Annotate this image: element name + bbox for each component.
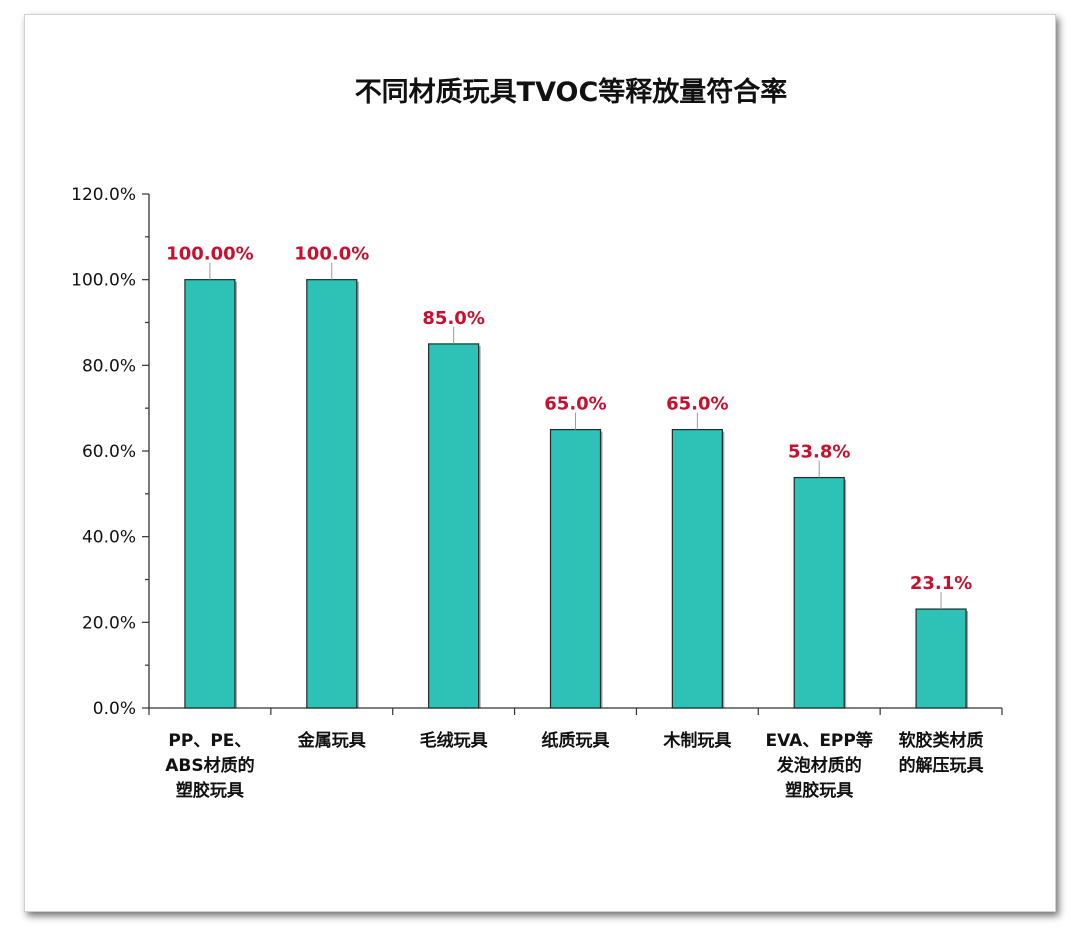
x-category-label: PP、PE、 ABS材质的塑胶玩具 — [165, 731, 254, 801]
x-category-label: EVA、EPP等发泡材质的塑胶玩具 — [766, 730, 873, 801]
data-label: 100.0% — [294, 244, 369, 265]
y-tick-label: 40.0% — [82, 528, 136, 548]
x-category-label-line: PP、PE、 — [168, 731, 251, 751]
x-category-label-line: 纸质玩具 — [542, 730, 610, 751]
y-tick-label: 100.0% — [71, 271, 136, 291]
x-category-label-line: 发泡材质的 — [776, 755, 862, 776]
bar — [915, 608, 967, 709]
bars — [184, 279, 969, 709]
x-category-label-line: 塑胶玩具 — [785, 780, 853, 801]
data-label: 100.00% — [166, 244, 254, 265]
bar — [671, 428, 723, 709]
x-category-label-line: 木制玩具 — [662, 730, 731, 751]
chart-title: 不同材质玩具TVOC等释放量符合率 — [355, 76, 788, 108]
chart-frame: 不同材质玩具TVOC等释放量符合率 0.0% 20.0% 40.0% 60.0% 80.… — [24, 14, 1056, 912]
data-label: 65.0% — [666, 394, 728, 415]
data-labels: 100.00% 100.0% 85.0% 65.0% 65.0% 53.8% 23.1% — [166, 244, 972, 610]
x-category-label: 软胶类材质的解压玩具 — [899, 730, 984, 776]
y-tick-label: 60.0% — [82, 442, 136, 462]
y-tick-label: 20.0% — [82, 613, 136, 633]
x-category-label-line: 的解压玩具 — [899, 755, 984, 776]
data-label: 65.0% — [544, 394, 606, 415]
bar — [428, 343, 480, 709]
y-tick-label: 80.0% — [82, 356, 136, 376]
x-category-label-line: EVA、EPP等 — [766, 730, 873, 751]
x-category-label-line: 软胶类材质 — [899, 730, 984, 751]
bar — [306, 279, 358, 709]
bar — [184, 279, 236, 709]
data-label: 53.8% — [788, 442, 850, 463]
axes: 0.0% 20.0% 40.0% 60.0% 80.0% 100.0% 120.0% — [71, 185, 1003, 719]
x-category-label-line: 塑胶玩具 — [176, 780, 244, 801]
bar — [793, 476, 845, 709]
y-tick-label: 120.0% — [71, 185, 136, 205]
data-label: 23.1% — [910, 573, 972, 594]
bar-chart: 不同材质玩具TVOC等释放量符合率 0.0% 20.0% 40.0% 60.0% 80.… — [71, 76, 1003, 801]
x-category-label-line: 毛绒玩具 — [420, 730, 488, 751]
x-category-label-line: ABS材质的 — [165, 755, 254, 776]
x-category-label: 纸质玩具 — [542, 730, 610, 751]
bar — [549, 428, 602, 709]
y-tick-label: 0.0% — [93, 699, 136, 719]
x-category-label: 金属玩具 — [297, 730, 366, 751]
x-category-label-line: 金属玩具 — [297, 730, 366, 751]
data-label: 85.0% — [422, 308, 484, 329]
x-category-label: 毛绒玩具 — [420, 730, 488, 751]
x-category-label: 木制玩具 — [662, 730, 731, 751]
